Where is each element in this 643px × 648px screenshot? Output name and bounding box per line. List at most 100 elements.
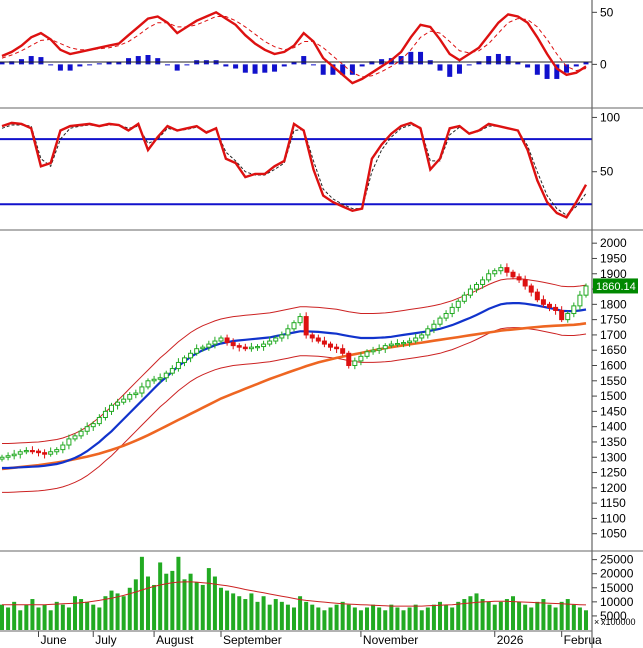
volume-bar <box>358 610 363 630</box>
candlestick <box>328 341 333 351</box>
volume-bar <box>194 582 199 630</box>
candlestick <box>139 382 145 398</box>
volume-bar <box>182 579 187 630</box>
volume-bar <box>54 601 59 630</box>
volume-bar <box>85 601 90 630</box>
macd-histogram-bar <box>456 64 462 74</box>
candlestick <box>559 306 565 323</box>
volume-bar <box>139 556 144 630</box>
candle-body <box>364 351 370 357</box>
volume-bar <box>431 604 436 630</box>
candle-body <box>279 334 285 339</box>
macd-histogram-bar <box>573 64 579 67</box>
candlestick <box>425 325 431 339</box>
candlestick <box>48 447 54 457</box>
macd-histogram-bar <box>310 64 316 66</box>
volume-bar <box>498 601 503 630</box>
candle-body <box>145 380 151 388</box>
volume-bar <box>18 610 23 630</box>
candle-body <box>230 342 236 347</box>
volume-bar <box>79 599 84 630</box>
candlestick <box>261 340 267 351</box>
month-label: July <box>95 633 116 647</box>
price-tick-label: 1500 <box>600 389 627 403</box>
candle-body <box>206 343 212 348</box>
volume-bar <box>523 604 528 630</box>
volume-bar <box>571 604 576 630</box>
volume-bar <box>504 599 509 630</box>
candle-body <box>413 337 419 342</box>
volume-bar <box>109 590 114 630</box>
candlestick <box>206 340 212 351</box>
macd-histogram-bar <box>174 64 180 71</box>
candlestick <box>42 449 48 459</box>
price-tick-label: 1600 <box>600 359 627 373</box>
candlestick <box>474 282 479 293</box>
candlestick <box>151 375 157 384</box>
candlestick <box>388 340 394 349</box>
macd-histogram-bar <box>184 64 190 66</box>
candle-body <box>492 270 498 275</box>
volume-bar <box>170 570 175 630</box>
candlestick <box>84 422 90 435</box>
volume-bar <box>285 604 290 630</box>
macd-histogram-bar <box>554 64 560 79</box>
candle-body <box>78 430 84 437</box>
candle-body <box>194 348 200 354</box>
candlestick <box>133 389 139 399</box>
volume-bar <box>219 587 223 630</box>
volume-bar <box>237 596 242 630</box>
candle-body <box>394 342 400 346</box>
candlestick <box>401 340 406 348</box>
macd-histogram-bar <box>67 64 73 71</box>
candlestick <box>340 344 346 356</box>
candlestick <box>346 350 352 369</box>
candlestick <box>321 336 327 348</box>
volume-bar <box>547 604 552 630</box>
candle-body <box>66 438 72 446</box>
candle-body <box>297 316 303 324</box>
volume-bar <box>383 610 388 630</box>
stochastic-panel: 100 50 <box>0 110 620 219</box>
candlestick <box>309 332 315 343</box>
candle-body <box>443 313 449 319</box>
macd-histogram-bar <box>447 64 453 77</box>
volume-bar <box>395 607 400 630</box>
candlestick <box>96 414 102 427</box>
price-tick-label: 1950 <box>600 251 627 265</box>
candle-body <box>559 309 565 321</box>
macd-histogram-bar <box>28 56 34 65</box>
candlestick <box>467 284 473 299</box>
volume-bar <box>121 596 126 630</box>
candle-body <box>255 346 260 349</box>
candle-body <box>486 273 492 281</box>
candlestick <box>413 333 419 344</box>
candle-body <box>382 345 388 350</box>
candlestick <box>565 311 571 323</box>
candlestick <box>455 298 461 312</box>
candlestick <box>480 276 486 289</box>
macd-histogram-bar <box>505 56 511 65</box>
candle-body <box>267 340 273 345</box>
macd-histogram-bar <box>495 53 501 65</box>
candle-body <box>407 340 413 344</box>
candlestick <box>267 336 273 347</box>
candle-body <box>72 435 78 440</box>
volume-bar <box>425 607 430 630</box>
candlestick <box>370 346 376 355</box>
candlestick <box>504 263 510 277</box>
candlestick <box>0 454 5 462</box>
candle-body <box>188 352 194 359</box>
candle-body <box>182 357 187 363</box>
candle-body <box>461 294 467 302</box>
volume-bar <box>152 584 157 630</box>
volume-bar <box>298 596 303 630</box>
macd-histogram-bar <box>486 56 492 65</box>
candle-body <box>376 348 382 351</box>
candlestick <box>285 324 291 340</box>
candle-body <box>212 340 218 345</box>
candle-body <box>547 303 552 308</box>
candle-body <box>285 328 291 336</box>
